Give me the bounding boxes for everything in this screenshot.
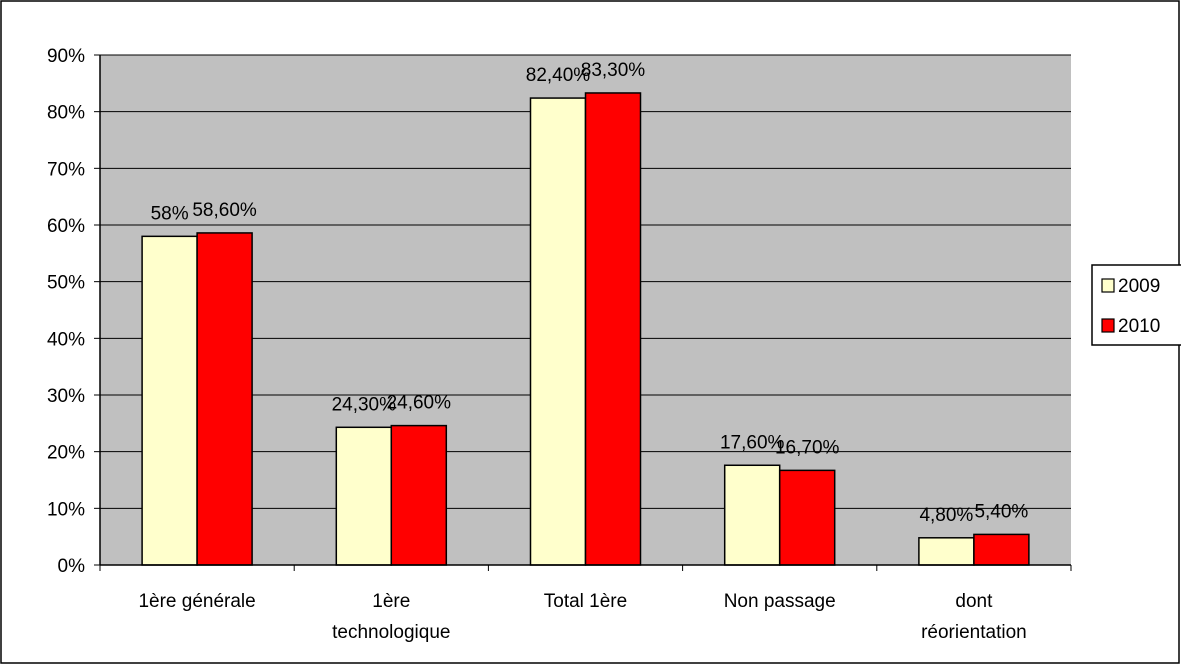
bar-2009-2	[529, 97, 587, 566]
data-label-2009-4: 4,80%	[919, 505, 973, 526]
bar-2010-1	[390, 424, 448, 566]
y-tick-label: 20%	[47, 443, 85, 464]
data-label-2010-1: 24,60%	[387, 393, 452, 414]
legend-label-2010: 2010	[1118, 316, 1160, 337]
x-category-label: Total 1ère	[544, 591, 627, 612]
data-label-2009-1: 24,30%	[332, 394, 397, 415]
bars	[141, 92, 1030, 566]
y-tick-label: 40%	[47, 329, 85, 350]
bar-2010-0	[196, 232, 253, 566]
y-tick-label: 70%	[47, 159, 85, 180]
y-tick-label: 50%	[47, 273, 85, 294]
bar-2009-1	[335, 426, 393, 566]
bar-2009-4	[918, 537, 975, 566]
legend: 2009 2010	[1091, 264, 1181, 346]
data-label-2009-3: 17,60%	[720, 432, 785, 453]
data-label-2009-0: 58%	[151, 203, 189, 224]
y-tick-label: 80%	[47, 103, 85, 124]
bar-2009-0	[141, 235, 198, 566]
y-tick-label: 60%	[47, 216, 85, 237]
x-category-label: 1ère	[372, 591, 410, 612]
y-tick-label: 30%	[47, 386, 85, 407]
x-category-label: technologique	[332, 622, 450, 643]
x-category-label: réorientation	[921, 622, 1027, 643]
y-tick-label: 10%	[47, 499, 85, 520]
data-label-2010-0: 58,60%	[192, 200, 257, 221]
x-category-label: 1ère générale	[138, 591, 255, 612]
bar-2010-2	[584, 92, 642, 566]
data-label-2010-2: 83,30%	[581, 60, 646, 81]
data-label-2010-3: 16,70%	[775, 437, 840, 458]
y-tick-label: 0%	[58, 556, 86, 577]
y-tick-label: 90%	[47, 46, 85, 67]
bar-2010-4	[973, 533, 1030, 566]
legend-swatch-2009	[1101, 278, 1115, 293]
x-category-label: Non passage	[724, 591, 836, 612]
x-category-label: dont	[955, 591, 993, 612]
axes: 0% 10% 20% 30% 40% 50% 60% 70% 80% 90% 1ère généra…	[47, 46, 1072, 643]
legend-label-2009: 2009	[1118, 276, 1160, 297]
data-label-2009-2: 82,40%	[526, 65, 591, 86]
data-label-2010-4: 5,40%	[974, 501, 1028, 522]
data-labels: 58% 58,60% 24,30%24,60% 82,40%83,30% 17,60%1…	[151, 60, 1029, 526]
bar-2010-3	[778, 469, 836, 566]
legend-swatch-2010	[1101, 318, 1115, 333]
bar-2009-3	[723, 464, 781, 566]
